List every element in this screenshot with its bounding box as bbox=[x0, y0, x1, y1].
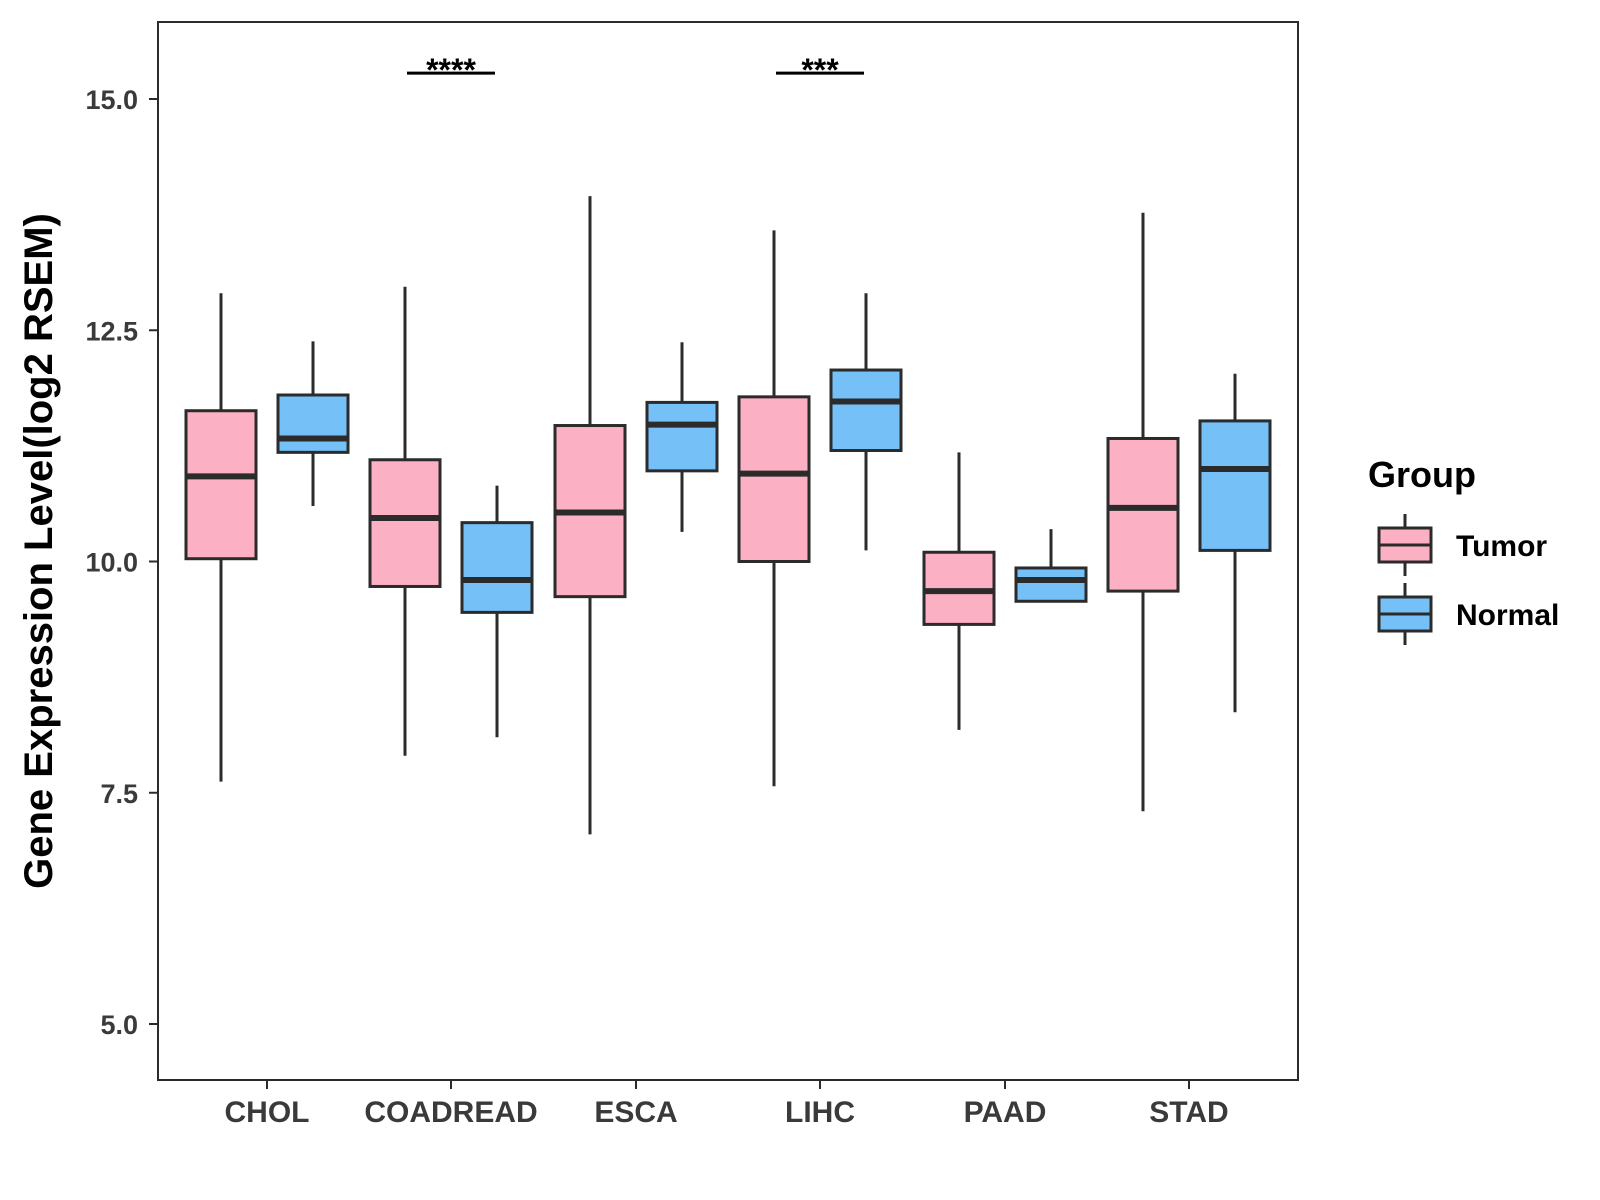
x-tick-label-lihc: LIHC bbox=[785, 1096, 855, 1129]
legend-title: Group bbox=[1368, 454, 1476, 495]
y-tick-label-0: 5.0 bbox=[100, 1010, 138, 1040]
x-tick-label-coadread: COADREAD bbox=[364, 1096, 537, 1129]
x-tick-label-esca: ESCA bbox=[594, 1096, 677, 1129]
plot-marks: **** *** bbox=[184, 52, 1272, 835]
box-tumor-stad bbox=[1106, 436, 1180, 593]
x-tick-label-paad: PAAD bbox=[964, 1096, 1047, 1129]
legend-label-tumor: Tumor bbox=[1456, 530, 1547, 563]
y-tick-label-4: 15.0 bbox=[85, 85, 138, 115]
box-tumor-coadread bbox=[368, 458, 442, 588]
legend-label-normal: Normal bbox=[1456, 599, 1559, 632]
box-normal-chol bbox=[276, 393, 350, 454]
y-tick-label-2: 10.0 bbox=[85, 548, 138, 578]
y-tick-label-1: 7.5 bbox=[100, 779, 138, 809]
box-tumor-chol bbox=[184, 409, 258, 561]
legend: Group Tumor Normal bbox=[1368, 454, 1559, 645]
x-axis: CHOL COADREAD ESCA LIHC PAAD STAD bbox=[225, 1080, 1229, 1129]
legend-item-tumor: Tumor bbox=[1377, 514, 1547, 576]
x-tick-label-chol: CHOL bbox=[225, 1096, 310, 1129]
box-normal-lihc bbox=[829, 368, 903, 452]
box-normal-esca bbox=[645, 400, 719, 473]
y-tick-label-3: 12.5 bbox=[85, 316, 138, 346]
x-tick-label-stad: STAD bbox=[1149, 1096, 1228, 1129]
y-axis: 5.0 7.5 10.0 12.5 15.0 bbox=[85, 85, 158, 1040]
legend-item-normal: Normal bbox=[1377, 583, 1559, 645]
y-axis-title: Gene Expression Level(log2 RSEM) bbox=[17, 213, 61, 889]
box-tumor-lihc bbox=[737, 395, 811, 563]
plot-panel-border bbox=[157, 21, 1299, 1081]
box-normal-coadread bbox=[460, 521, 534, 614]
significance-label-coadread: **** bbox=[426, 52, 476, 88]
box-normal-paad bbox=[1014, 566, 1088, 603]
significance-label-lihc: *** bbox=[801, 52, 839, 88]
box-normal-stad bbox=[1198, 419, 1272, 552]
